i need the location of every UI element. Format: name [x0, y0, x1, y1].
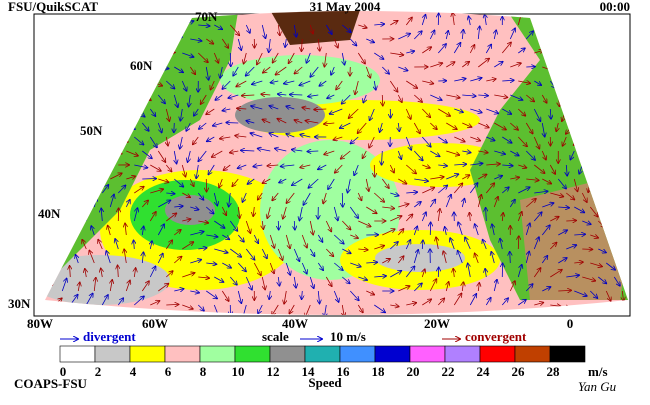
- footer-left: COAPS-FSU: [14, 376, 88, 391]
- lon-label: 20W: [424, 316, 450, 331]
- colorbar-swatch: [340, 346, 375, 362]
- colorbar-swatch: [235, 346, 270, 362]
- colorbar-tick-label: 24: [477, 364, 491, 379]
- colorbar-tick-label: 10: [232, 364, 245, 379]
- lat-label: 30N: [8, 296, 31, 311]
- colorbar-tick-label: 12: [267, 364, 280, 379]
- header-center: 31 May 2004: [310, 0, 381, 14]
- wind-arrow: [307, 151, 318, 152]
- lon-label: 60W: [142, 316, 168, 331]
- colorbar-swatch: [410, 346, 445, 362]
- colorbar-tick-label: 18: [372, 364, 386, 379]
- colorbar-tick-label: 26: [512, 364, 526, 379]
- wind-arrow: [630, 249, 635, 258]
- lon-label: 80W: [27, 316, 53, 331]
- legend-scale-value: 10 m/s: [330, 329, 366, 344]
- colorbar-swatch: [515, 346, 550, 362]
- colorbar-swatch: [95, 346, 130, 362]
- wind-arrow: [630, 277, 634, 289]
- legend-divergent: divergent: [83, 329, 136, 344]
- colorbar-swatch: [200, 346, 235, 362]
- colorbar-swatch: [270, 346, 305, 362]
- colorbar-swatch: [130, 346, 165, 362]
- wind-arrow: [382, 95, 383, 106]
- colorbar-swatch: [305, 346, 340, 362]
- colorbar-tick-label: 2: [95, 364, 102, 379]
- lat-label: 50N: [80, 123, 103, 138]
- footer-right: Yan Gu: [578, 379, 617, 394]
- header-right: 00:00: [600, 0, 630, 14]
- colorbar-swatch: [445, 346, 480, 362]
- wind-arrow: [518, 236, 519, 249]
- colorbar-tick-label: 22: [442, 364, 455, 379]
- wind-arrow: [630, 221, 632, 229]
- lat-label: 60N: [130, 58, 153, 73]
- lon-label: 0: [567, 316, 574, 331]
- lat-label: 70N: [195, 9, 218, 24]
- legend-scale: scale: [262, 329, 289, 344]
- lat-label: 40N: [38, 206, 61, 221]
- colorbar-tick-label: 8: [200, 364, 207, 379]
- colorbar-tick-label: 4: [130, 364, 137, 379]
- colorbar-swatch: [60, 346, 95, 362]
- legend-convergent: convergent: [465, 329, 527, 344]
- colorbar-tick-label: 20: [407, 364, 420, 379]
- colorbar-swatch: [550, 346, 585, 362]
- colorbar-title: Speed: [308, 375, 342, 390]
- colorbar-unit: m/s: [588, 364, 608, 379]
- colorbar-swatch: [375, 346, 410, 362]
- colorbar-tick-label: 28: [547, 364, 561, 379]
- colorbar-tick-label: 6: [165, 364, 172, 379]
- wind-arrow: [630, 25, 633, 34]
- colorbar-swatch: [480, 346, 515, 362]
- header-left: FSU/QuikSCAT: [8, 0, 98, 14]
- colorbar-swatch: [165, 346, 200, 362]
